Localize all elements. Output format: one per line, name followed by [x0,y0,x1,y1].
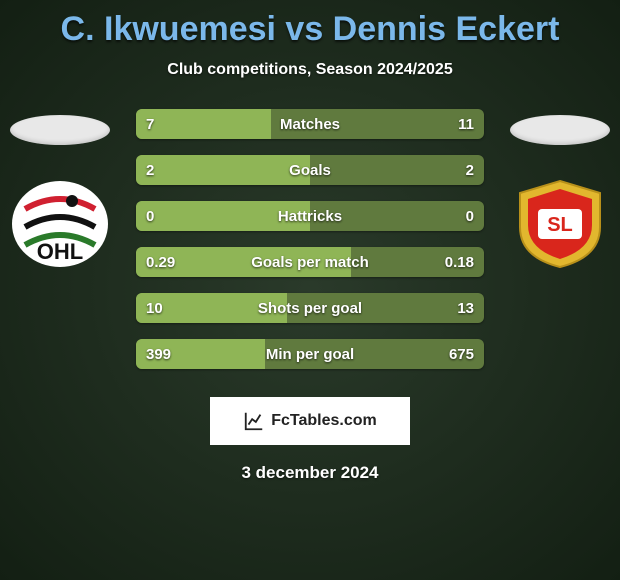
club-badge-left-text: OHL [37,239,83,264]
stat-value-right: 11 [448,109,484,139]
club-badge-left: OHL [10,179,110,269]
player-right-avatar-placeholder [510,115,610,145]
svg-text:SL: SL [547,214,573,236]
branding-text: FcTables.com [271,412,377,430]
comparison-panel: OHL SL 7Matches11 2Goals2 0Hattricks0 0.29G… [0,109,620,389]
date-text: 3 december 2024 [0,463,620,483]
stat-row: 399Min per goal675 [136,339,484,369]
chart-icon [243,410,265,432]
stat-value-right: 0.18 [435,247,484,277]
stat-label: Goals per match [136,247,484,277]
stat-value-right: 13 [447,293,484,323]
stat-row: 0Hattricks0 [136,201,484,231]
stat-value-right: 2 [456,155,484,185]
stat-label: Goals [136,155,484,185]
stat-row: 0.29Goals per match0.18 [136,247,484,277]
stat-value-right: 0 [456,201,484,231]
branding-box: FcTables.com [210,397,410,445]
subtitle: Club competitions, Season 2024/2025 [0,61,620,79]
player-left-avatar-placeholder [10,115,110,145]
club-badge-right: SL [510,179,610,269]
stats-list: 7Matches11 2Goals2 0Hattricks0 0.29Goals pe… [136,109,484,385]
page-title: C. Ikwuemesi vs Dennis Eckert [0,0,620,49]
stat-label: Min per goal [136,339,484,369]
stat-label: Matches [136,109,484,139]
stat-row: 7Matches11 [136,109,484,139]
stat-row: 10Shots per goal13 [136,293,484,323]
stat-value-right: 675 [439,339,484,369]
stat-label: Hattricks [136,201,484,231]
stat-label: Shots per goal [136,293,484,323]
stat-row: 2Goals2 [136,155,484,185]
